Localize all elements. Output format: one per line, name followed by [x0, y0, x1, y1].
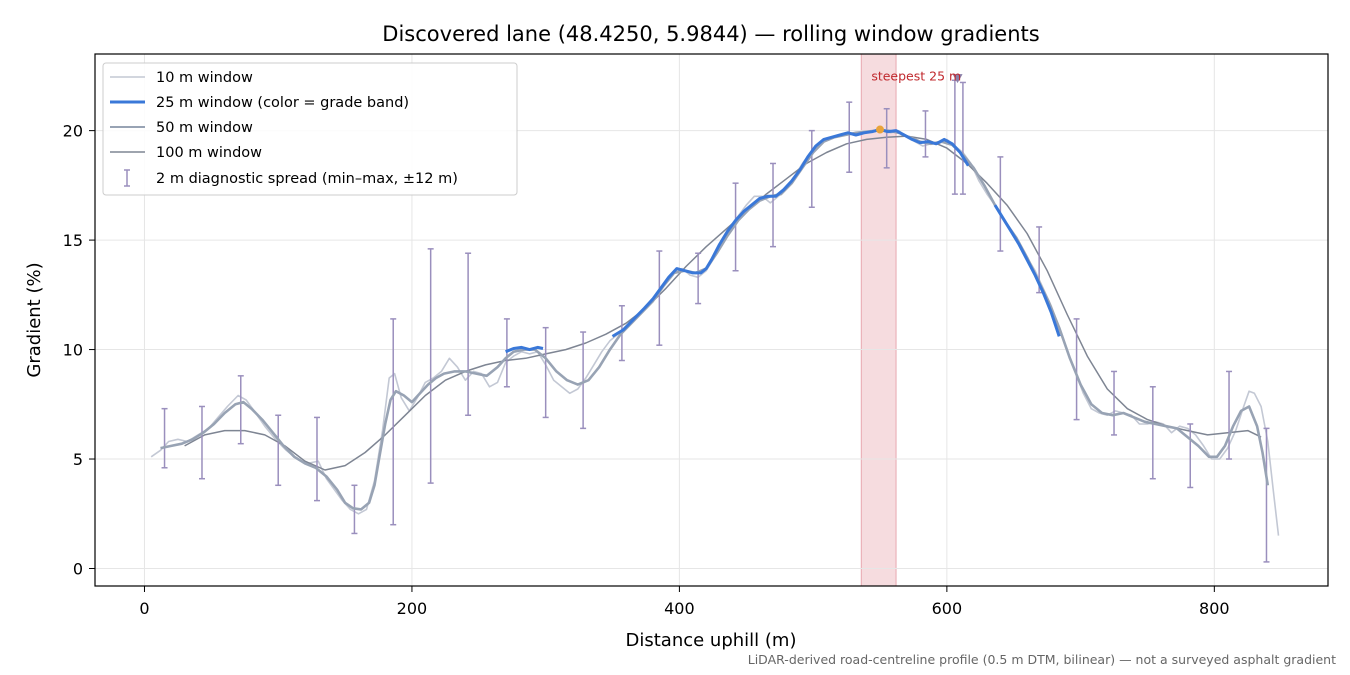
errorbar: [732, 182, 739, 272]
errorbar: [390, 318, 397, 526]
steepest-band: [860, 53, 897, 587]
errorbar: [1149, 386, 1156, 480]
errorbar: [883, 107, 890, 169]
errorbar-layer: [161, 79, 1270, 563]
series-25m-layer: [505, 128, 1061, 354]
legend-box: [102, 62, 518, 196]
legend-label-100m: 100 m window: [156, 145, 262, 161]
y-tick-label: 20: [63, 122, 83, 141]
x-tick-label: 600: [932, 599, 963, 618]
x-tick-label: 0: [139, 599, 149, 618]
errorbar: [808, 129, 815, 209]
errorbar: [580, 331, 587, 430]
errorbar: [695, 252, 702, 305]
y-tick-label: 10: [63, 341, 83, 360]
series-line-25m: [505, 345, 544, 354]
errorbar: [198, 405, 205, 480]
legend-label-10m: 10 m window: [156, 70, 253, 86]
errorbar: [997, 156, 1004, 252]
y-tick-label: 5: [73, 450, 83, 469]
x-tick-label: 400: [664, 599, 695, 618]
x-tick-label: 800: [1199, 599, 1230, 618]
legend: 10 m window 25 m window (color = grade b…: [102, 62, 518, 196]
peak-triangle-marker: [952, 74, 963, 84]
series-line-25m: [993, 204, 1061, 337]
x-axis-title: Distance uphill (m): [626, 630, 797, 651]
steepest-band-layer: [860, 53, 897, 587]
errorbar: [427, 248, 434, 484]
errorbar: [951, 79, 958, 195]
marker-layer: [876, 74, 963, 134]
series-line-25m: [611, 128, 970, 338]
errorbar: [959, 81, 966, 195]
errorbar: [1263, 427, 1270, 563]
y-tick-label: 15: [63, 231, 83, 250]
plot-frame: [94, 53, 1329, 587]
errorbar: [1073, 318, 1080, 421]
errorbar: [503, 318, 510, 388]
errorbar: [1111, 370, 1118, 436]
errorbar: [275, 414, 282, 487]
errorbar: [1187, 423, 1194, 489]
footnote: LiDAR-derived road-centreline profile (0…: [748, 652, 1336, 667]
legend-label-errorbar: 2 m diagnostic spread (min–max, ±12 m): [156, 171, 458, 187]
errorbar: [770, 162, 777, 248]
errorbar: [313, 416, 320, 502]
max-gradient-marker: [876, 125, 885, 134]
y-tick-label: 0: [73, 559, 83, 578]
chart-title: Discovered lane (48.4250, 5.9844) — roll…: [382, 22, 1039, 46]
x-tick-label: 200: [397, 599, 428, 618]
errorbar: [656, 250, 663, 346]
legend-label-25m: 25 m window (color = grade band): [156, 95, 409, 111]
errorbar: [237, 375, 244, 445]
tick-layer: 0 200 400 600 800 0 5 10 15 20: [63, 122, 1230, 618]
series-line-100m: [184, 135, 1262, 471]
errorbar: [846, 101, 853, 173]
errorbar: [161, 407, 168, 469]
errorbar: [922, 110, 929, 158]
steepest-annotation: steepest 25 m: [871, 68, 961, 83]
y-axis-title: Gradient (%): [24, 262, 45, 377]
legend-label-50m: 50 m window: [156, 120, 253, 136]
series-100m-layer: [184, 135, 1262, 471]
errorbar: [465, 252, 472, 416]
errorbar: [542, 326, 549, 419]
legend-swatch-errorbar: [124, 169, 130, 187]
errorbar: [1226, 370, 1233, 460]
